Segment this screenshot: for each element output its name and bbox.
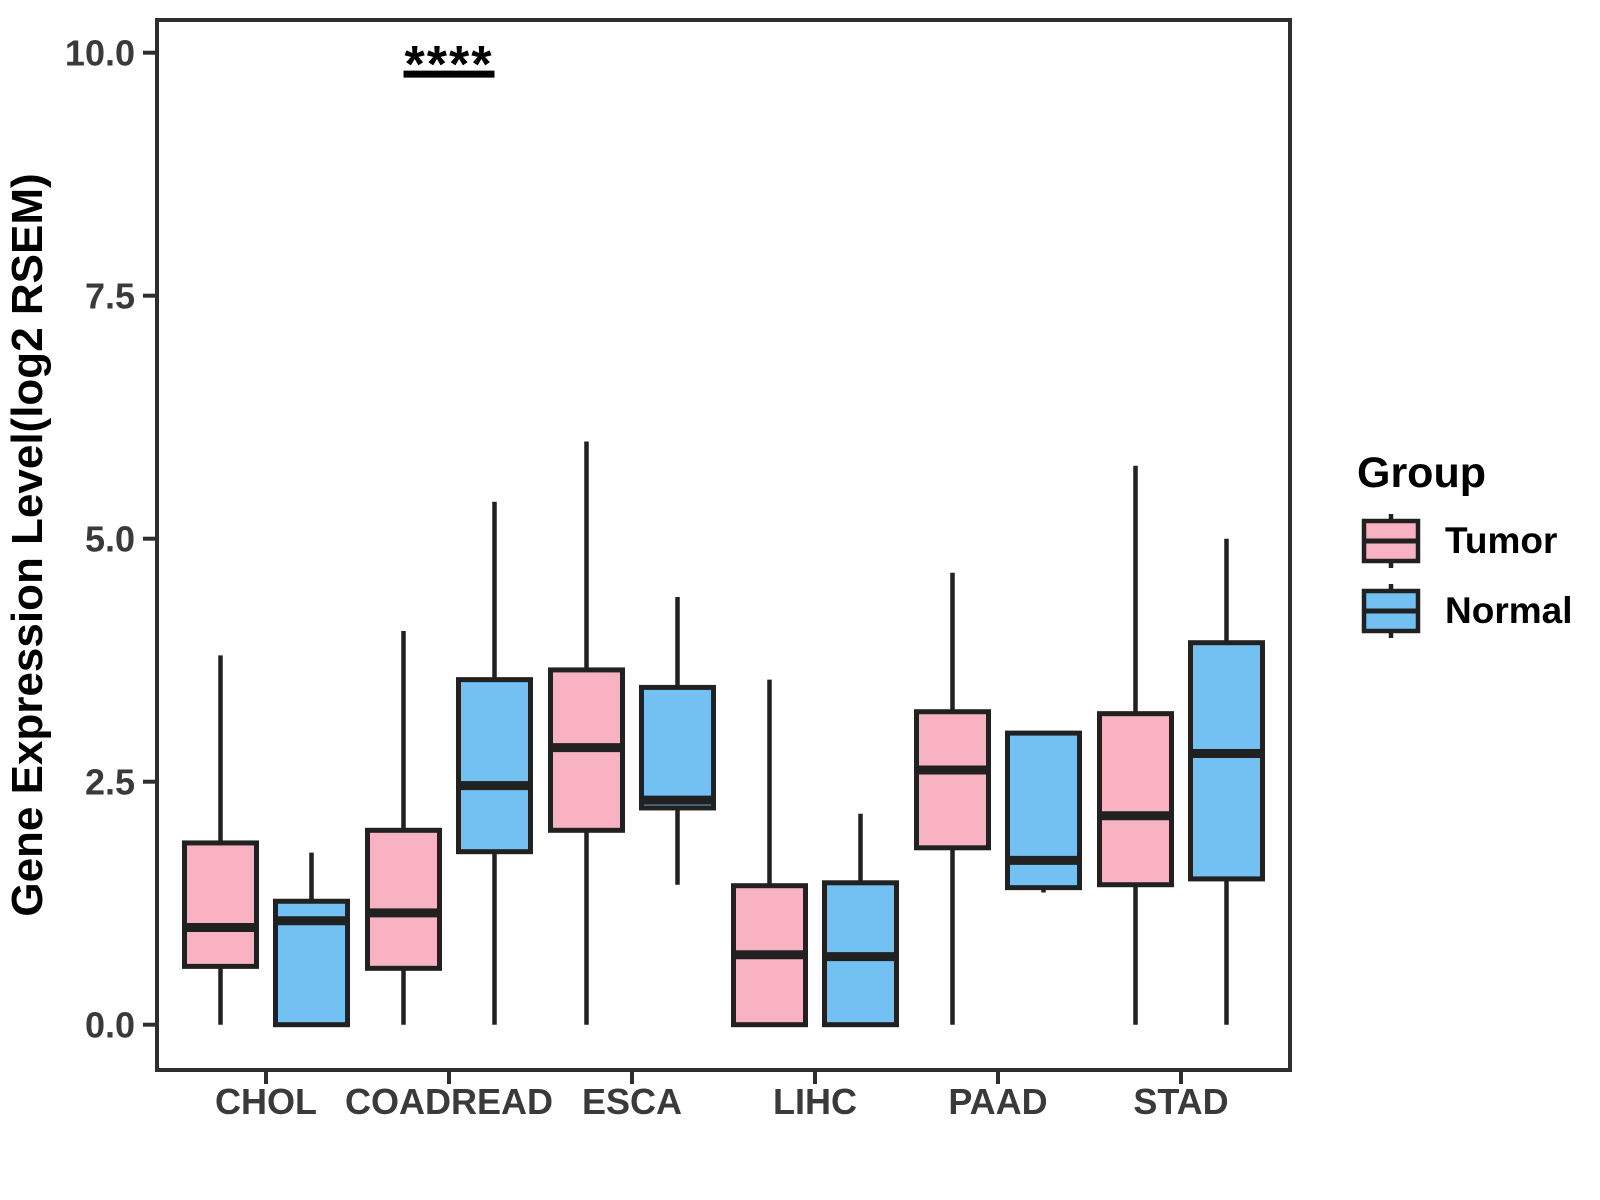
y-tick-label: 10.0 [65,33,135,74]
boxplot-normal-paad [1005,730,1082,893]
boxplot-tumor-stad [1097,465,1174,1025]
boxplot-normal-chol [273,852,350,1028]
box-iqr [182,840,259,969]
boxplots [182,441,1265,1028]
legend-entry-normal: Normal [1361,584,1572,638]
boxplot-normal-esca [639,597,716,885]
y-tick-label: 5.0 [85,519,135,560]
boxplot-tumor-chol [182,655,259,1025]
x-axis-label-stad: STAD [1133,1081,1228,1122]
legend-entry-label: Tumor [1445,520,1557,561]
box-iqr [365,827,442,971]
plot-panel [155,18,1292,1072]
box-iqr [914,709,991,851]
box-iqr [1097,711,1174,888]
axes: 0.0 2.5 5.0 7.5 10.0 CHOL COADREAD ESCA LIHC PAAD… [65,33,1229,1122]
box-iqr [1188,640,1265,882]
y-axis-title: Gene Expression Level(log2 RSEM) [3,173,52,916]
significance-stars: **** [405,36,494,94]
y-tick-label: 0.0 [85,1005,135,1046]
x-axis-label-paad: PAAD [948,1081,1047,1122]
panel-border [155,18,1292,1072]
boxplot-tumor-coadread [365,631,442,1025]
box-iqr [456,677,533,855]
x-axis-label-chol: CHOL [215,1081,317,1122]
legend-entry-label: Normal [1445,590,1572,631]
boxplot-tumor-lihc [731,679,808,1028]
boxplot-normal-lihc [822,813,899,1028]
legend-title: Group [1357,449,1486,497]
x-axis-label-coadread: COADREAD [345,1081,553,1122]
boxplot-normal-coadread [456,501,533,1025]
boxplot-tumor-paad [914,572,991,1025]
y-tick-label: 2.5 [85,762,135,803]
x-axis-label-lihc: LIHC [773,1081,857,1122]
x-axis-label-esca: ESCA [582,1081,682,1122]
box-iqr [639,684,716,811]
boxplot-tumor-esca [548,441,625,1025]
y-tick-label: 7.5 [85,276,135,317]
significance-annotation: **** [403,36,495,94]
legend-entry-tumor: Tumor [1361,514,1557,568]
legend: Group Tumor Normal [1357,449,1572,638]
boxplot-normal-stad [1188,538,1265,1025]
